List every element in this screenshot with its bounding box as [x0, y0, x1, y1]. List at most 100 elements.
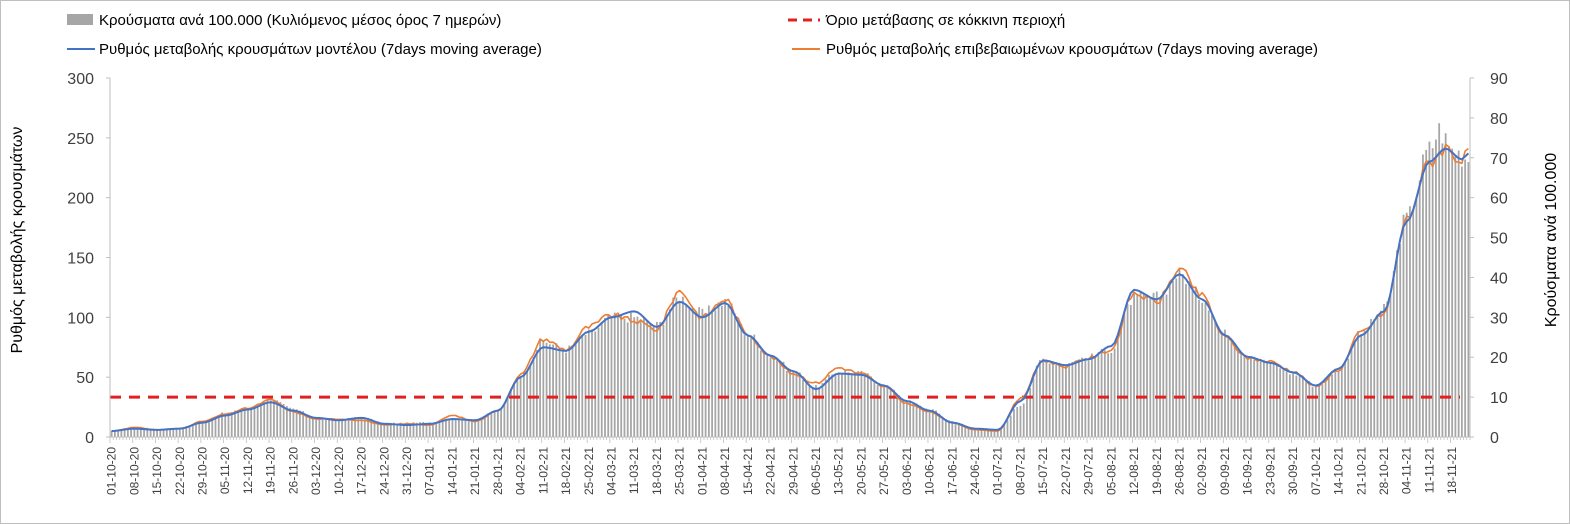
bar: [1370, 318, 1372, 437]
bar: [1175, 278, 1178, 437]
bar: [341, 419, 343, 437]
bar: [720, 305, 723, 437]
bar: [847, 372, 850, 437]
x-tick-label: 22-04-21: [764, 447, 778, 495]
x-tick-label: 08-04-21: [718, 447, 732, 495]
bar: [269, 400, 272, 437]
bar: [990, 428, 993, 437]
bar: [1428, 141, 1431, 437]
bar: [727, 306, 730, 437]
bar: [763, 353, 765, 437]
bar: [1077, 359, 1080, 437]
bar: [123, 428, 126, 437]
bar: [234, 410, 236, 437]
bar: [1240, 354, 1243, 437]
bar: [740, 324, 743, 437]
x-tick-label: 04-03-21: [604, 447, 618, 495]
lines-layer: [111, 143, 1470, 433]
bar: [1185, 284, 1187, 437]
y-tick-label-left: 100: [67, 310, 94, 327]
bar: [1363, 330, 1366, 437]
bar: [1272, 361, 1275, 437]
x-tick-label: 29-07-21: [1082, 447, 1096, 495]
bar: [685, 305, 688, 437]
x-tick-label: 29-10-20: [196, 447, 210, 495]
bar: [1052, 361, 1054, 437]
bar: [432, 422, 434, 437]
bar: [419, 422, 421, 437]
x-tick-label: 20-05-21: [854, 447, 868, 495]
x-tick-label: 18-11-21: [1445, 447, 1459, 494]
bar: [474, 419, 477, 437]
bar: [656, 321, 658, 437]
bar: [1149, 297, 1152, 437]
bar: [211, 418, 214, 437]
bar: [1094, 356, 1096, 437]
bar: [217, 415, 220, 437]
bar: [389, 422, 392, 437]
bar: [490, 412, 493, 437]
bar: [428, 422, 431, 437]
bar: [324, 418, 327, 437]
bar: [1464, 159, 1467, 437]
bar: [831, 374, 834, 437]
bar: [438, 421, 441, 437]
bar: [1246, 358, 1249, 437]
bar: [1357, 331, 1359, 437]
bar: [230, 412, 233, 437]
bar: [675, 297, 678, 437]
bar: [1198, 299, 1200, 437]
bar: [337, 419, 340, 437]
bar: [1389, 292, 1392, 437]
bar: [1298, 375, 1301, 437]
x-tick-label: 14-01-21: [445, 447, 459, 495]
bar: [1214, 319, 1217, 437]
bar: [247, 409, 249, 437]
bar: [149, 428, 152, 437]
bar: [604, 318, 606, 437]
bar: [623, 318, 626, 437]
legend-label-model: Ρυθμός μεταβολής κρουσμάτων μοντέλου (7d…: [99, 41, 542, 58]
bar: [237, 411, 240, 437]
bar: [737, 322, 739, 437]
bar: [759, 350, 762, 437]
bar: [1032, 378, 1035, 437]
bar: [1194, 286, 1197, 437]
bar: [1155, 291, 1158, 437]
x-tick-label: 07-01-21: [423, 447, 437, 495]
bar: [967, 427, 970, 437]
bar: [344, 420, 347, 437]
bar: [243, 409, 246, 437]
bar: [120, 429, 123, 437]
bar: [1435, 139, 1437, 438]
bar: [399, 422, 402, 437]
bar: [769, 357, 772, 437]
bar: [1457, 150, 1460, 438]
bar: [1022, 403, 1025, 437]
bar: [591, 329, 593, 437]
x-tick-label: 04-02-21: [514, 447, 528, 495]
bar: [373, 421, 376, 437]
bar: [1110, 352, 1113, 437]
bar: [782, 361, 785, 437]
bar: [610, 317, 613, 437]
x-tick-label: 19-08-21: [1150, 447, 1164, 495]
bar: [256, 405, 259, 437]
bar: [970, 428, 973, 437]
bar: [1058, 362, 1061, 437]
bar: [1353, 342, 1356, 437]
bar: [665, 316, 668, 437]
y-tick-label-right: 90: [1490, 71, 1508, 88]
bar: [1305, 380, 1307, 437]
bar: [1107, 353, 1109, 437]
x-tick-label: 09-09-21: [1218, 447, 1232, 495]
x-tick-label: 11-02-21: [536, 447, 550, 494]
bar: [678, 302, 681, 437]
bar: [1181, 274, 1184, 437]
bar: [1379, 310, 1382, 437]
bar: [1282, 368, 1285, 437]
bar: [691, 307, 694, 437]
bar: [165, 428, 168, 437]
bar: [811, 386, 814, 437]
bar: [1133, 291, 1135, 437]
